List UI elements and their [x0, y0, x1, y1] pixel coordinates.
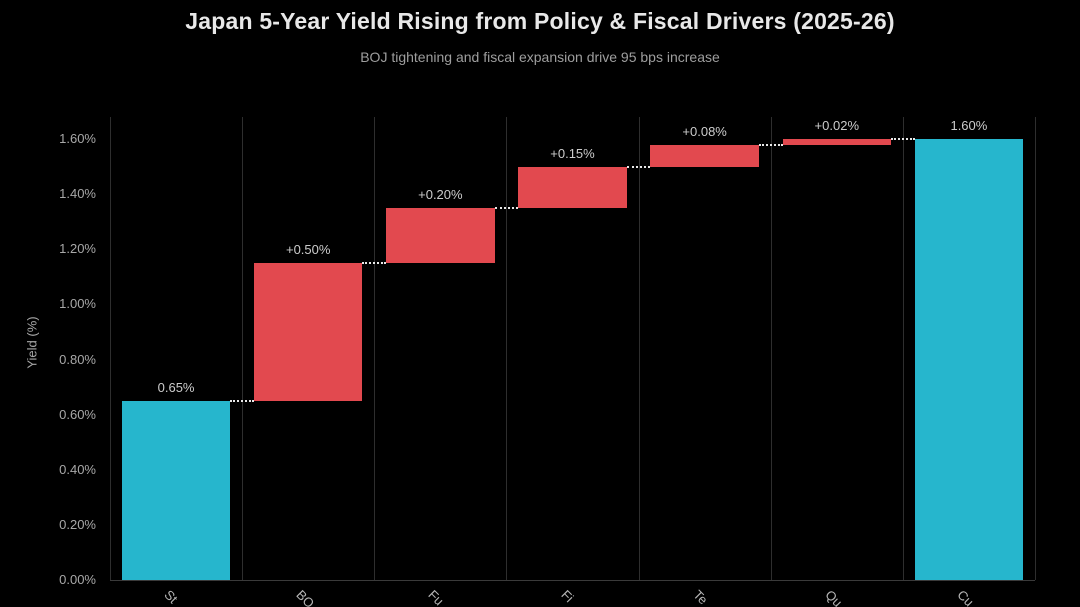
gridline-vertical	[242, 117, 244, 580]
waterfall-bar-qu[interactable]	[782, 139, 891, 145]
bar-value-label: +0.50%	[285, 242, 331, 258]
bar-value-label: +0.02%	[814, 118, 859, 134]
y-tick-label: 0.60%	[59, 406, 96, 422]
chart-title: Japan 5-Year Yield Rising from Policy & …	[185, 8, 895, 34]
y-tick-label: 1.40%	[59, 186, 96, 202]
gridline-vertical	[1035, 117, 1036, 580]
bar-value-label: +0.20%	[418, 186, 463, 202]
y-tick-label: 0.00%	[59, 572, 96, 587]
waterfall-bar-cu[interactable]	[914, 139, 1024, 580]
x-tick-label: St	[161, 587, 181, 607]
x-tick-label: Fu	[425, 587, 448, 607]
y-tick-label: 0.80%	[59, 351, 96, 367]
y-tick-label: 1.60%	[59, 131, 96, 147]
connector-line	[362, 262, 387, 265]
connector-line	[494, 206, 519, 209]
gridline-vertical	[770, 117, 772, 580]
y-tick-label: 0.20%	[59, 516, 96, 532]
x-tick-label: Cu	[954, 587, 977, 607]
waterfall-bar-bo[interactable]	[254, 263, 363, 401]
bar-value-label: +0.08%	[682, 123, 727, 139]
y-tick-label: 1.00%	[59, 296, 96, 312]
waterfall-bar-st[interactable]	[121, 400, 231, 580]
waterfall-bar-te[interactable]	[650, 144, 759, 167]
y-tick-label: 0.40%	[59, 461, 96, 477]
gridline-vertical	[374, 117, 376, 580]
connector-line	[758, 143, 783, 146]
x-tick-label: Qu	[822, 587, 846, 607]
bar-value-label: 0.65%	[157, 379, 195, 395]
gridline-vertical	[506, 117, 508, 580]
connector-line	[890, 138, 915, 141]
x-tick-label: Te	[690, 587, 711, 607]
waterfall-bar-fu[interactable]	[386, 207, 495, 264]
gridline-vertical	[902, 117, 904, 580]
plot-area: 0.65% +0.50% +0.20% +0.15% +0.08% +0.02% 1.60%	[110, 117, 1036, 581]
x-tick-label: BO	[293, 587, 318, 607]
waterfall-bar-fi[interactable]	[518, 166, 627, 208]
gridline-vertical	[110, 117, 111, 580]
y-tick-label: 1.20%	[59, 241, 96, 257]
bar-value-label: 1.60%	[950, 118, 988, 134]
connector-line	[230, 399, 255, 402]
gridline-vertical	[638, 117, 640, 580]
x-tick-label: Fi	[557, 587, 577, 606]
bar-value-label: +0.15%	[550, 145, 595, 161]
chart-subtitle: BOJ tightening and fiscal expansion driv…	[360, 49, 720, 65]
connector-line	[626, 165, 651, 168]
